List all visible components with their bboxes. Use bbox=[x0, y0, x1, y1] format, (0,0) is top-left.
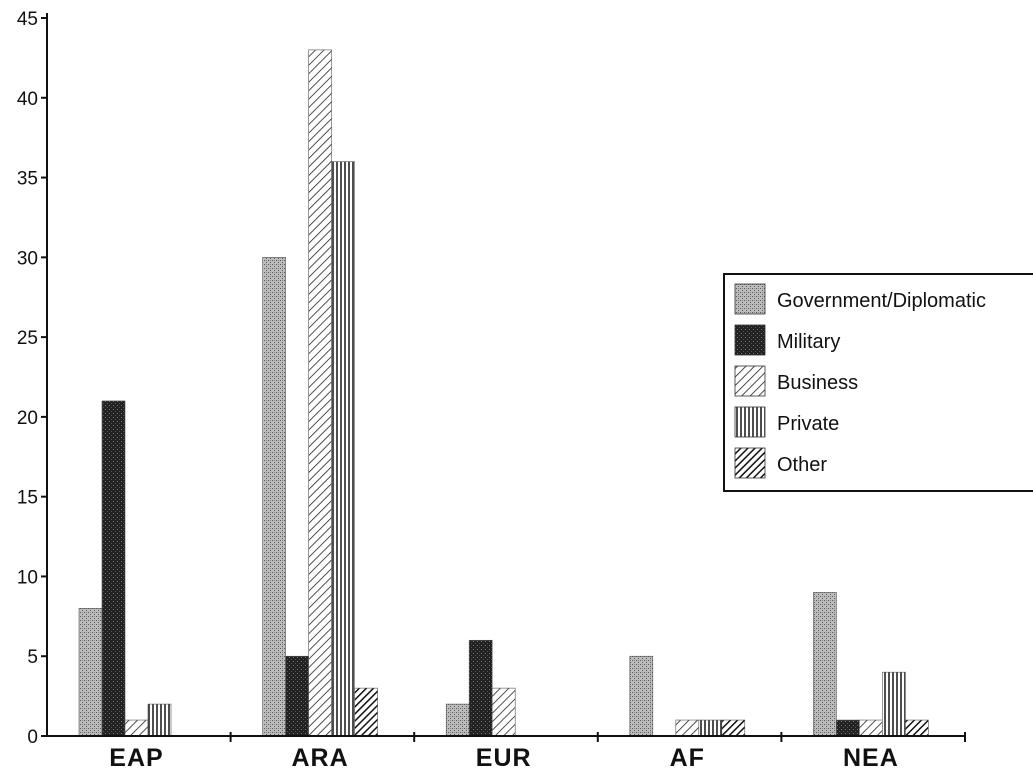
bar-af-other bbox=[721, 719, 746, 737]
bar-eap-private bbox=[147, 703, 172, 737]
bar-eur-military bbox=[468, 639, 493, 737]
bar-eap-business bbox=[124, 719, 149, 737]
y-tick-label: 45 bbox=[17, 9, 38, 30]
bar-nea-business bbox=[859, 719, 883, 737]
legend-swatch bbox=[734, 283, 766, 315]
bar-ara-military bbox=[285, 655, 309, 737]
bar-af-government-diplomatic bbox=[629, 655, 654, 737]
legend-swatch bbox=[734, 447, 766, 479]
x-category-label: NEA bbox=[843, 744, 899, 770]
y-axis-ticks: 0 5 10 15 20 25 30 35 40 45 bbox=[17, 9, 47, 748]
bar-ara-other bbox=[354, 687, 378, 737]
x-category-label: EAP bbox=[109, 744, 163, 770]
bar-nea-private bbox=[882, 671, 906, 737]
y-tick-label: 5 bbox=[27, 647, 38, 668]
bar-eap-military bbox=[101, 400, 126, 737]
legend-box bbox=[723, 273, 1033, 492]
legend-label: Government/Diplomatic bbox=[777, 290, 986, 312]
x-axis-ticks: EAP ARA EUR AF NEA bbox=[109, 732, 966, 770]
y-tick-label: 0 bbox=[27, 727, 38, 748]
bar-af-business bbox=[675, 719, 700, 737]
legend-swatch bbox=[734, 406, 766, 438]
y-tick-label: 10 bbox=[17, 567, 38, 588]
bar-af-private bbox=[698, 719, 723, 737]
x-category-label: AF bbox=[670, 744, 705, 770]
y-tick-label: 30 bbox=[17, 248, 38, 269]
legend-swatch bbox=[734, 324, 766, 356]
y-tick-label: 20 bbox=[17, 408, 38, 429]
legend-label: Business bbox=[777, 372, 858, 394]
y-tick-label: 25 bbox=[17, 328, 38, 349]
bar-nea-government-diplomatic bbox=[813, 592, 837, 737]
y-tick-label: 35 bbox=[17, 169, 38, 190]
y-tick-label: 40 bbox=[17, 89, 38, 110]
x-category-label: EUR bbox=[476, 744, 532, 770]
y-tick-label: 15 bbox=[17, 488, 38, 509]
legend-label: Private bbox=[777, 413, 839, 435]
bars-layer bbox=[78, 49, 929, 737]
bar-ara-private bbox=[331, 161, 355, 737]
legend-label: Other bbox=[777, 454, 827, 476]
bar-eur-business bbox=[491, 687, 516, 737]
bar-ara-government-diplomatic bbox=[262, 257, 286, 737]
bar-eap-government-diplomatic bbox=[78, 608, 103, 737]
bar-eur-government-diplomatic bbox=[445, 703, 470, 737]
legend-label: Military bbox=[777, 331, 840, 353]
legend: Government/Diplomatic Military Business Pri… bbox=[723, 273, 1033, 492]
x-category-label: ARA bbox=[292, 744, 349, 770]
bar-ara-business bbox=[308, 49, 332, 737]
legend-swatch bbox=[734, 365, 766, 397]
bar-nea-other bbox=[905, 719, 929, 737]
bar-nea-military bbox=[836, 719, 860, 737]
